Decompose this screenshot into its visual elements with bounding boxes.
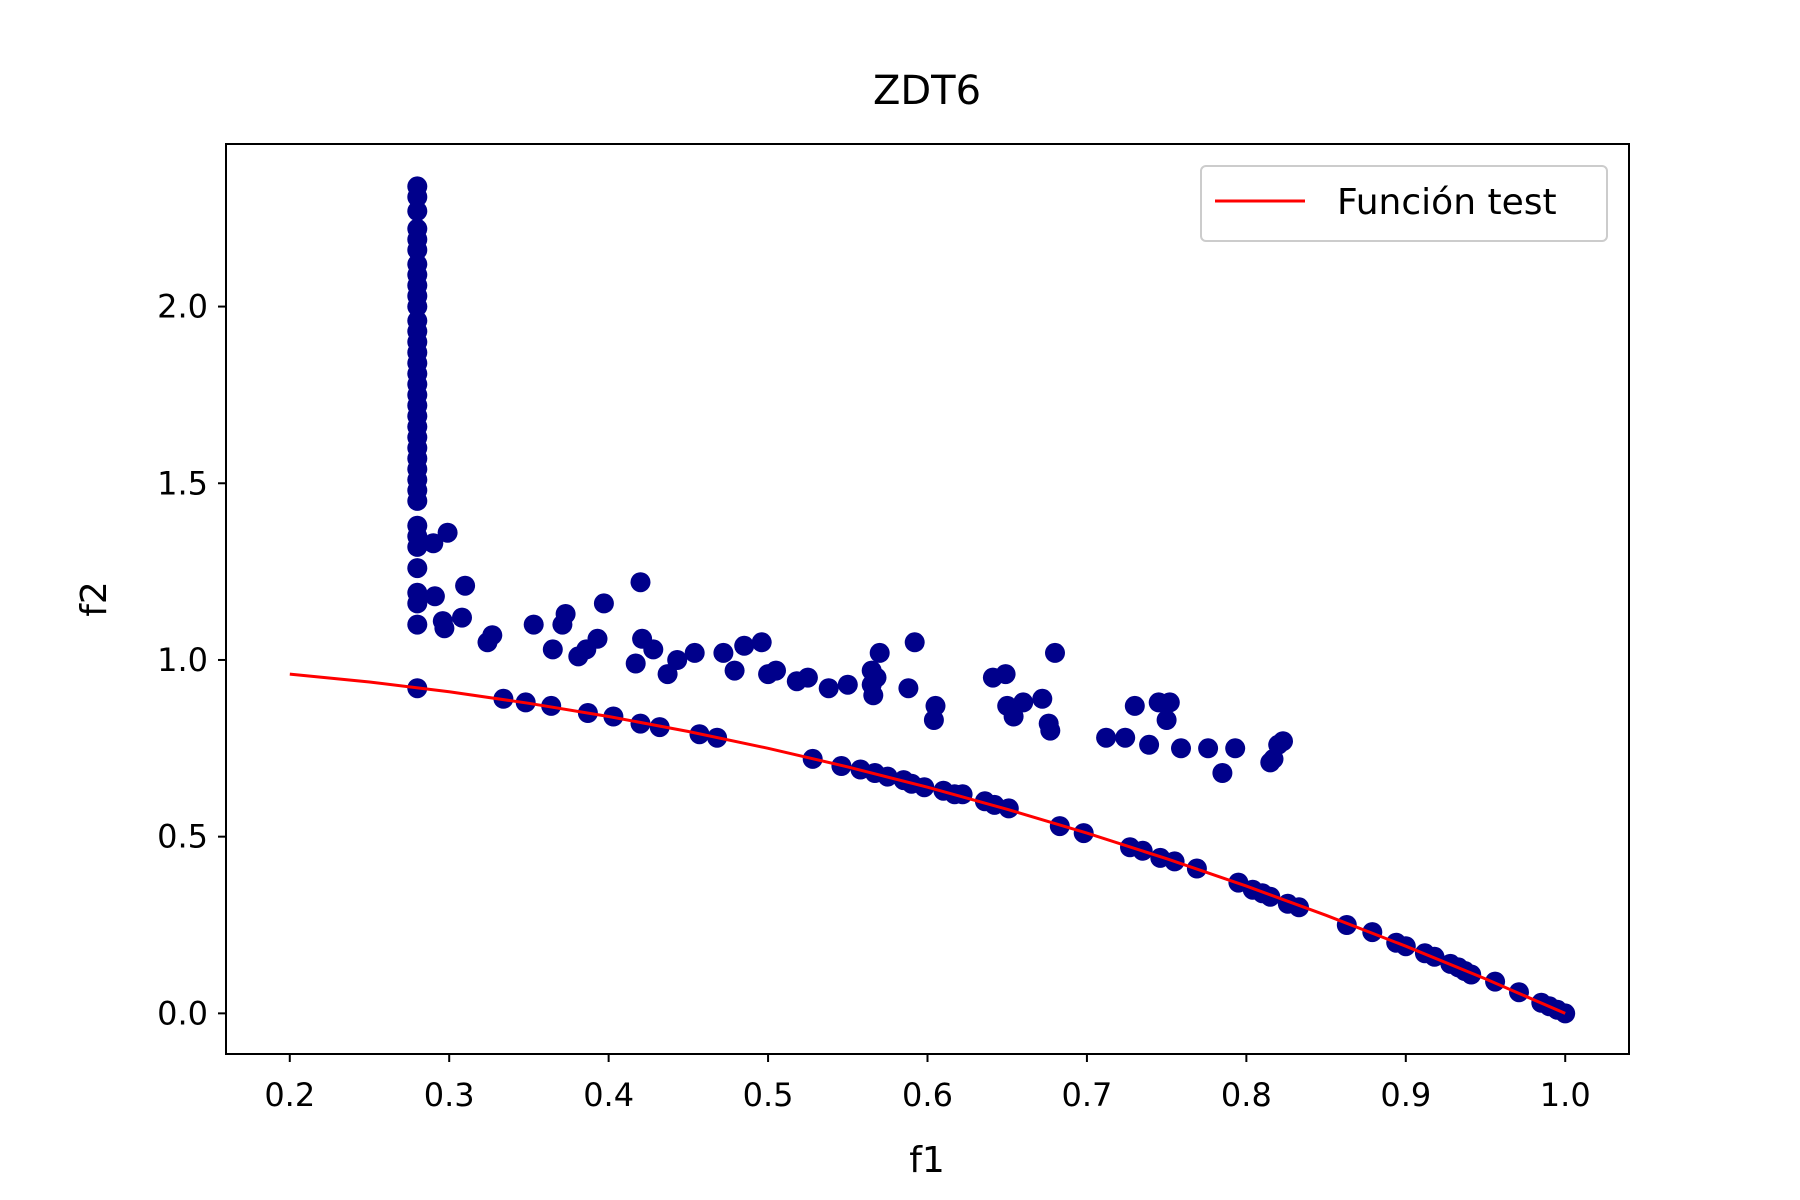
y-tick-label: 1.0	[157, 641, 208, 679]
x-tick-label: 0.5	[743, 1076, 794, 1114]
scatter-point	[766, 660, 786, 681]
scatter-point	[424, 586, 445, 607]
scatter-point	[1124, 695, 1145, 716]
scatter-point	[734, 635, 755, 656]
y-tick-label: 0.0	[157, 994, 208, 1032]
y-tick-label: 1.5	[157, 464, 208, 502]
x-tick-label: 0.3	[424, 1076, 475, 1114]
axis-ticks: 0.2 0.3 0.4 0.5 0.6 0.7 0.8 0.9 1.0 0.0 0.5 1.0 1.5 2…	[157, 288, 1591, 1114]
x-tick-label: 0.7	[1061, 1076, 1112, 1114]
legend-box	[1200, 165, 1608, 242]
scatter-point	[1013, 692, 1034, 713]
scatter-point	[751, 632, 772, 653]
scatter-point	[452, 607, 472, 628]
x-tick-label: 0.2	[264, 1076, 315, 1114]
scatter-point	[523, 614, 544, 635]
scatter-point	[667, 650, 688, 670]
scatter-point	[555, 604, 576, 624]
scatter-point	[1139, 734, 1160, 755]
scatter-point	[1171, 738, 1191, 759]
scatter-point	[904, 632, 925, 653]
scatter-point	[1040, 720, 1061, 741]
scatter-point	[797, 667, 818, 688]
scatter-point	[818, 678, 839, 699]
scatter-point	[407, 490, 428, 511]
scatter-point	[713, 642, 734, 663]
scatter-point	[1273, 731, 1293, 752]
scatter-point	[1159, 692, 1180, 713]
x-axis-label: f1	[909, 1140, 945, 1181]
scatter-point	[407, 187, 428, 207]
scatter-point	[1198, 738, 1219, 759]
scatter-point	[630, 572, 651, 593]
scatter-point	[869, 642, 890, 663]
scatter-point	[1032, 688, 1053, 709]
scatter-point	[657, 664, 678, 685]
scatter-point	[625, 653, 646, 674]
x-tick-label: 0.9	[1380, 1076, 1431, 1114]
scatter-point	[1115, 727, 1136, 748]
y-tick-label: 0.5	[157, 818, 208, 856]
scatter-point	[684, 642, 705, 663]
x-tick-label: 0.6	[902, 1076, 953, 1114]
scatter-point	[1003, 706, 1024, 727]
scatter-point	[542, 639, 563, 660]
scatter-point	[1045, 642, 1065, 663]
x-tick-label: 0.4	[583, 1076, 634, 1114]
scatter-point	[925, 695, 946, 716]
scatter-point	[643, 639, 664, 660]
scatter-point	[898, 678, 919, 699]
scatter-point	[437, 522, 458, 543]
scatter-point	[1096, 727, 1117, 748]
plot-area	[289, 176, 1576, 1024]
legend: Función test	[1200, 165, 1608, 242]
scatter-point	[482, 625, 503, 646]
scatter-point	[407, 558, 428, 579]
scatter-point	[1212, 763, 1233, 783]
scatter-point	[434, 618, 455, 639]
scatter-point	[593, 593, 614, 614]
scatter-point	[455, 575, 476, 596]
scatter-point	[837, 674, 858, 695]
scatter-point	[587, 628, 608, 649]
scatter-point	[407, 536, 428, 557]
axes-frame	[225, 143, 1630, 1055]
scatter-point	[407, 201, 428, 222]
scatter-point	[407, 593, 428, 614]
y-axis-label: f2	[74, 581, 115, 617]
scatter-point	[1225, 738, 1246, 759]
series-line-funcion-test	[289, 672, 1566, 1015]
scatter-point	[1156, 710, 1177, 730]
legend-label: Función test	[1337, 182, 1557, 223]
scatter-point	[866, 667, 887, 688]
chart-title: ZDT6	[873, 68, 981, 114]
scatter-point	[724, 660, 745, 681]
scatter-point	[407, 614, 428, 635]
scatter-point	[423, 533, 444, 554]
x-tick-label: 1.0	[1540, 1076, 1591, 1114]
x-tick-label: 0.8	[1221, 1076, 1272, 1114]
scatter-point	[995, 664, 1016, 685]
scatter-point	[407, 296, 428, 317]
scatter-point	[407, 240, 428, 260]
scatter-point	[863, 685, 884, 706]
y-tick-label: 2.0	[157, 288, 208, 326]
